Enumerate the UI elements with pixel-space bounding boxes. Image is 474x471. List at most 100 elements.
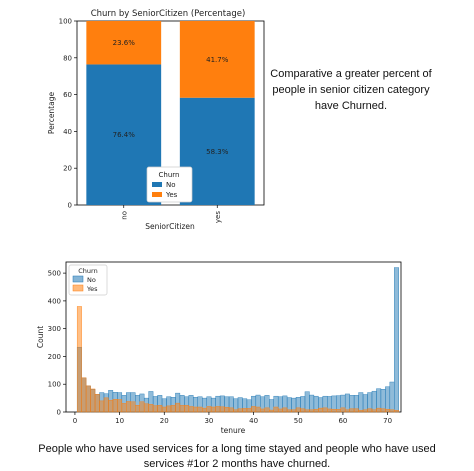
chart1-legend-label-no: No xyxy=(166,181,176,189)
chart2-x-tick-label: 10 xyxy=(115,417,124,425)
chart1-legend-swatch-no xyxy=(152,182,162,187)
chart2-bar-yes xyxy=(385,409,391,413)
tenure-histogram-chart: 0 100 200 300 400 500 0 10 20 30 40 50 60 70 Count te… xyxy=(36,261,402,435)
chart2-bar-yes xyxy=(184,405,190,413)
chart2-plot-area: 0 100 200 300 400 500 0 10 20 30 40 50 60 70 xyxy=(48,261,402,425)
chart2-bar-yes xyxy=(353,408,359,413)
chart2-x-tick-label: 20 xyxy=(160,417,169,425)
chart2-bar-yes xyxy=(295,407,301,413)
chart1-bar-yes-yes xyxy=(179,21,255,98)
chart2-bar-no xyxy=(362,394,368,413)
chart2-x-tick-label: 40 xyxy=(249,417,258,425)
senior-citizen-chart: Churn by SeniorCitizen (Percentage) 0 20 4… xyxy=(47,9,265,231)
chart2-bar-yes xyxy=(108,400,114,413)
chart2-bar-yes xyxy=(76,306,82,413)
chart2-bar-no xyxy=(304,391,310,413)
chart2-bar-yes xyxy=(313,409,319,413)
chart2-y-tick-label: 300 xyxy=(48,325,61,333)
chart1-data-label: 58.3% xyxy=(206,148,229,156)
chart2-bar-yes xyxy=(322,407,328,413)
chart2-bar-yes xyxy=(179,405,185,413)
chart2-bar-yes xyxy=(269,409,274,413)
chart2-bar-no xyxy=(371,390,377,413)
chart1-x-tick-label: no xyxy=(120,211,128,220)
chart2-legend-label-no: No xyxy=(87,276,96,284)
chart2-bar-yes xyxy=(344,409,350,413)
chart2-bar-yes xyxy=(175,402,181,413)
chart2-x-tick-label: 60 xyxy=(338,417,347,425)
chart1-x-axis-label: SeniorCitizen xyxy=(145,222,195,231)
chart2-bar-yes xyxy=(282,407,288,413)
chart2-bar-yes xyxy=(394,410,399,413)
chart2-bar-yes xyxy=(166,405,172,413)
chart2-bar-yes xyxy=(143,403,149,413)
chart2-x-axis-label: tenure xyxy=(221,426,246,435)
chart2-bar-yes xyxy=(255,406,261,413)
chart2-y-tick-label: 0 xyxy=(57,409,61,417)
chart2-bar-yes xyxy=(193,406,198,413)
tenure-note: People who have used services for a long… xyxy=(38,443,435,470)
chart2-bar-yes xyxy=(206,406,212,413)
chart1-data-label: 41.7% xyxy=(206,56,229,64)
chart2-bar-yes xyxy=(224,407,230,413)
chart2-x-tick-label: 30 xyxy=(204,417,213,425)
chart1-y-tick-label: 0 xyxy=(68,202,72,210)
chart2-legend-swatch-yes xyxy=(72,284,84,292)
chart1-legend-title: Churn xyxy=(159,171,180,179)
chart1-y-tick-label: 40 xyxy=(63,128,72,136)
chart1-legend-label-yes: Yes xyxy=(165,191,178,199)
chart2-bar-yes xyxy=(121,403,127,413)
chart1-title: Churn by SeniorCitizen (Percentage) xyxy=(91,9,246,19)
chart2-bar-yes xyxy=(148,404,154,413)
chart2-legend-swatch-no xyxy=(72,275,84,283)
chart2-bar-yes xyxy=(309,409,315,413)
chart1-x-tick-label: yes xyxy=(214,211,222,223)
note-bottom-line-2: services #1or 2 months have churned. xyxy=(144,458,331,470)
chart2-bar-yes xyxy=(340,407,346,413)
chart2-bar-yes xyxy=(170,405,176,413)
chart2-bar-yes xyxy=(318,407,324,413)
chart2-bar-yes xyxy=(126,401,131,413)
chart2-bar-yes xyxy=(135,405,140,413)
chart2-y-tick-label: 500 xyxy=(48,270,61,278)
chart2-bar-yes xyxy=(130,401,136,413)
chart2-bar-yes xyxy=(90,388,96,413)
chart2-bar-yes xyxy=(380,408,386,413)
chart2-bar-yes xyxy=(349,408,355,413)
chart1-data-label: 23.6% xyxy=(113,39,136,47)
chart2-bar-yes xyxy=(202,407,207,413)
chart2-bar-yes xyxy=(81,377,87,413)
senior-citizen-note: Comparative a greater percent of people … xyxy=(270,68,432,112)
chart1-y-tick-label: 20 xyxy=(63,165,72,173)
note-line-3: have Churned. xyxy=(315,100,387,112)
chart2-y-tick-label: 400 xyxy=(48,297,61,305)
chart2-y-axis-label: Count xyxy=(36,326,45,348)
chart2-bar-no xyxy=(385,386,391,413)
chart2-bar-yes xyxy=(277,408,283,413)
chart2-x-tick-label: 0 xyxy=(73,417,77,425)
chart2-bar-yes xyxy=(139,401,145,413)
chart2-bar-yes xyxy=(215,406,221,413)
chart2-bar-yes xyxy=(242,408,248,413)
chart2-bar-yes xyxy=(94,394,100,413)
chart2-legend-title: Churn xyxy=(78,267,97,275)
chart1-legend: Churn No Yes xyxy=(146,166,193,203)
chart2-bar-yes xyxy=(260,408,265,413)
chart2-legend: Churn No Yes xyxy=(68,264,108,296)
chart1-bar-yes-no xyxy=(86,21,162,65)
chart2-bar-yes xyxy=(367,408,373,413)
chart2-bar-yes xyxy=(362,409,368,413)
chart2-bar-no xyxy=(358,392,364,413)
chart2-bar-yes xyxy=(157,405,163,413)
chart2-bar-yes xyxy=(291,409,297,413)
chart2-x-tick-label: 70 xyxy=(383,417,392,425)
chart2-bar-yes xyxy=(246,408,252,413)
chart2-bar-yes xyxy=(237,408,243,413)
chart2-bar-yes xyxy=(358,410,364,413)
chart2-bar-yes xyxy=(304,409,310,413)
chart2-bar-yes xyxy=(264,407,270,413)
chart1-y-axis-label: Percentage xyxy=(47,92,56,135)
chart2-bar-yes xyxy=(300,408,306,413)
chart1-axes-frame xyxy=(76,20,265,206)
